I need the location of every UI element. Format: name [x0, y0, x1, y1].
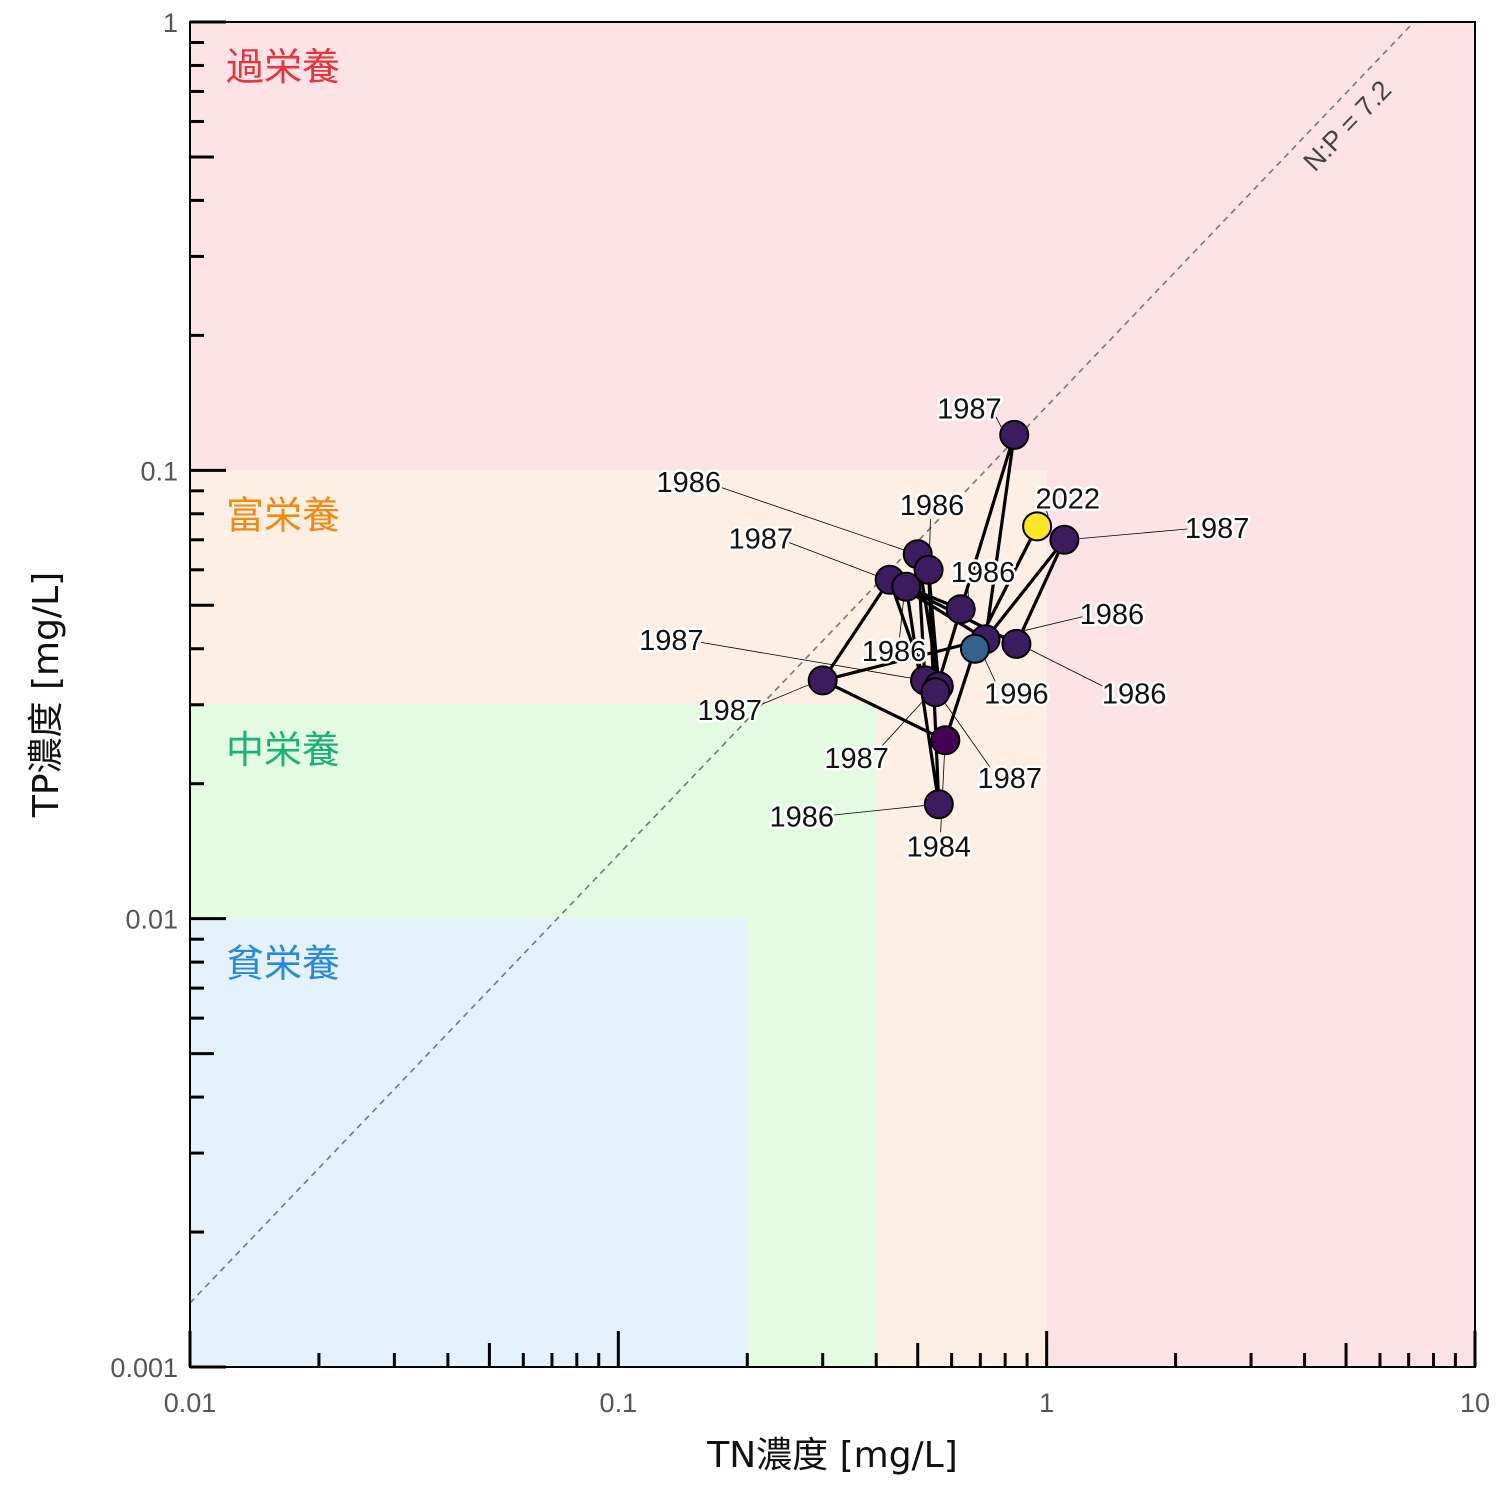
- leader-line: [994, 415, 1002, 428]
- x-tick-label: 0.01: [164, 1388, 217, 1418]
- data-point: [1001, 628, 1032, 659]
- year-label: 1987: [697, 695, 762, 727]
- data-points: [807, 419, 1080, 820]
- year-label: 1987: [728, 523, 793, 555]
- leader-line: [967, 583, 969, 597]
- year-label: 1986: [656, 467, 721, 499]
- leader-line: [831, 805, 924, 816]
- leader-line: [1045, 507, 1049, 517]
- data-point: [1022, 511, 1053, 542]
- leader-line: [984, 659, 997, 684]
- y-tick-label: 0.001: [110, 1353, 178, 1383]
- year-label: 1984: [907, 831, 972, 863]
- leader-line: [717, 485, 904, 551]
- leader-line: [1079, 528, 1188, 540]
- year-label: 2022: [1035, 483, 1100, 515]
- y-tick-label: 0.1: [140, 456, 178, 486]
- year-labels: 1987198719861986198619871987198719861986…: [637, 391, 1252, 866]
- data-point: [807, 665, 838, 696]
- year-label: 1986: [951, 557, 1016, 589]
- data-point: [891, 571, 922, 602]
- data-point: [923, 789, 954, 820]
- zone-label-2: 中栄養: [226, 728, 340, 772]
- data-point: [913, 554, 944, 585]
- data-point: [1049, 524, 1080, 555]
- leader-line: [758, 684, 809, 707]
- leader-line: [944, 703, 991, 768]
- year-label: 1986: [1080, 599, 1145, 631]
- year-label: 1987: [824, 743, 889, 775]
- leader-line: [878, 695, 928, 750]
- axes: 0.01 0.1 1 10 0.001 0.01 0.1 1: [110, 8, 1490, 1418]
- x-tick-label: 0.1: [600, 1388, 638, 1418]
- year-label: 1986: [1102, 678, 1167, 710]
- year-label: 1986: [900, 490, 965, 522]
- zone-3: [190, 918, 748, 1367]
- leader-line: [1030, 649, 1107, 689]
- data-point: [920, 677, 951, 708]
- year-label: 1987: [1185, 513, 1250, 545]
- leader-line: [899, 601, 904, 638]
- plot-frame: [189, 21, 1476, 1368]
- y-axis-title: TP濃度 [mg/L]: [26, 572, 67, 818]
- year-label: 1986: [862, 636, 927, 668]
- year-label: 1996: [984, 678, 1049, 710]
- y-tick-label: 1: [163, 8, 178, 38]
- x-axis-title: TN濃度 [mg/L]: [706, 1435, 958, 1476]
- year-label: 1987: [639, 625, 704, 657]
- x-tick-label: 1: [1039, 1388, 1054, 1418]
- year-label: 1986: [769, 801, 834, 833]
- x-tick-label: 10: [1460, 1388, 1490, 1418]
- zone-label-1: 富栄養: [226, 493, 340, 537]
- year-label: 1987: [937, 393, 1002, 425]
- year-label: 1987: [977, 763, 1042, 795]
- leader-line: [700, 641, 911, 679]
- leader-line: [789, 542, 876, 576]
- np-ratio-line: [189, 21, 1415, 1304]
- y-tick-label: 0.01: [125, 905, 178, 935]
- data-point: [959, 633, 990, 664]
- zone-label-0: 過栄養: [226, 45, 340, 89]
- zone-label-3: 貧栄養: [226, 942, 340, 986]
- data-point: [945, 594, 976, 625]
- data-point: [930, 725, 961, 756]
- data-point: [999, 419, 1030, 450]
